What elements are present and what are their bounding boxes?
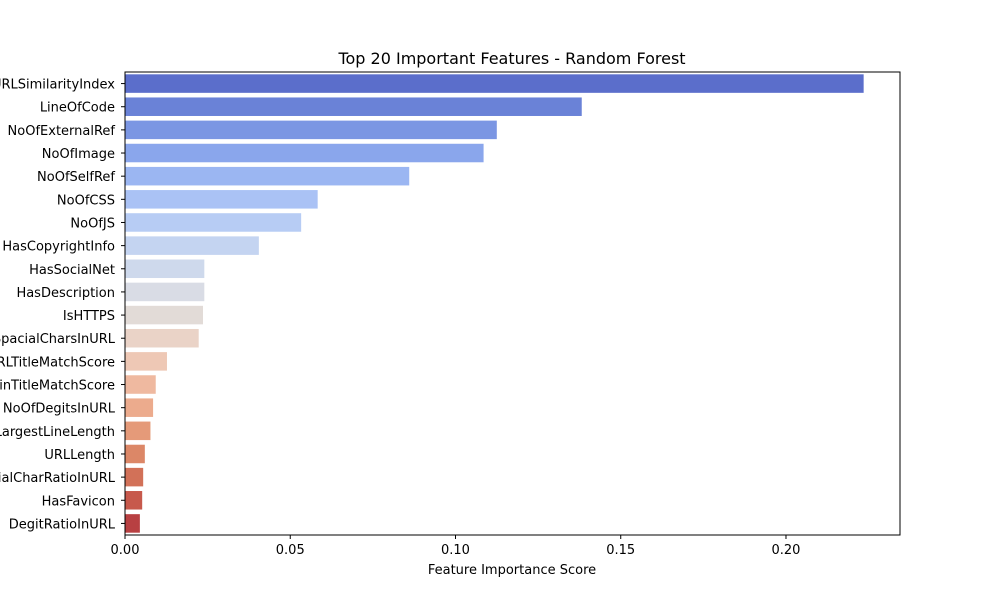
- bar-IsHTTPS: [125, 305, 203, 325]
- y-tick-label: SpacialCharsInURL: [0, 332, 116, 347]
- y-tick-label: NoOfCSS: [57, 193, 115, 208]
- y-tick-label: HasDescription: [16, 286, 115, 301]
- chart-title: Top 20 Important Features - Random Fores…: [337, 49, 685, 68]
- bar-DegitRatioInURL: [125, 514, 140, 533]
- bar-SpacialCharRatioInURL: [125, 467, 144, 487]
- bar-NoOfJS: [125, 213, 302, 232]
- bar-URLTitleMatchScore: [125, 352, 167, 371]
- bar-HasSocialNet: [125, 259, 205, 279]
- y-tick-label: NoOfDegitsInURL: [3, 402, 116, 417]
- bar-URLSimilarityIndex: [125, 74, 864, 93]
- y-tick-label: DomainTitleMatchScore: [0, 379, 115, 394]
- y-tick-label: NoOfJS: [70, 216, 115, 231]
- bar-URLLength: [125, 444, 145, 464]
- bar-HasDescription: [125, 282, 205, 302]
- bar-NoOfCSS: [125, 190, 318, 209]
- y-tick-label: DegitRatioInURL: [9, 517, 116, 532]
- x-axis-label: Feature Importance Score: [428, 563, 596, 578]
- y-tick-label: IsHTTPS: [63, 309, 115, 324]
- bar-NoOfImage: [125, 143, 484, 163]
- y-tick-label: NoOfSelfRef: [37, 170, 115, 185]
- bar-LargestLineLength: [125, 421, 151, 441]
- y-tick-label: LineOfCode: [40, 101, 115, 116]
- x-tick-label: 0.15: [606, 543, 635, 558]
- y-tick-label: HasSocialNet: [29, 263, 115, 278]
- x-tick-label: 0.10: [441, 543, 470, 558]
- y-tick-label: LargestLineLength: [0, 425, 115, 440]
- x-tick-label: 0.05: [276, 543, 305, 558]
- plot-frame: [124, 71, 901, 536]
- bar-HasCopyrightInfo: [125, 236, 259, 255]
- bar-HasFavicon: [125, 491, 143, 510]
- y-tick-label: NoOfImage: [42, 147, 115, 162]
- x-axis-ticks: 0.00 0.05 0.10 0.15 0.20: [111, 535, 801, 558]
- bar-NoOfDegitsInURL: [125, 398, 154, 417]
- x-tick-label: 0.00: [111, 543, 140, 558]
- bar-DomainTitleMatchScore: [125, 375, 156, 394]
- bar-NoOfExternalRef: [125, 120, 497, 140]
- bar-LineOfCode: [125, 97, 582, 116]
- y-tick-label: HasCopyrightInfo: [2, 240, 115, 255]
- y-tick-label: URLSimilarityIndex: [0, 78, 115, 93]
- y-tick-label: URLTitleMatchScore: [0, 355, 115, 370]
- bar-NoOfSelfRef: [125, 166, 410, 186]
- y-tick-label: NoOfExternalRef: [8, 124, 116, 139]
- x-tick-label: 0.20: [772, 543, 801, 558]
- bars-group: [125, 74, 864, 533]
- y-tick-label: HasFavicon: [42, 494, 115, 509]
- y-tick-label: URLLength: [44, 448, 115, 463]
- bar-SpacialCharsInURL: [125, 328, 199, 348]
- y-tick-label: SpacialCharRatioInURL: [0, 471, 116, 486]
- y-axis-ticks: URLSimilarityIndex LineOfCode NoOfExternal…: [0, 78, 125, 532]
